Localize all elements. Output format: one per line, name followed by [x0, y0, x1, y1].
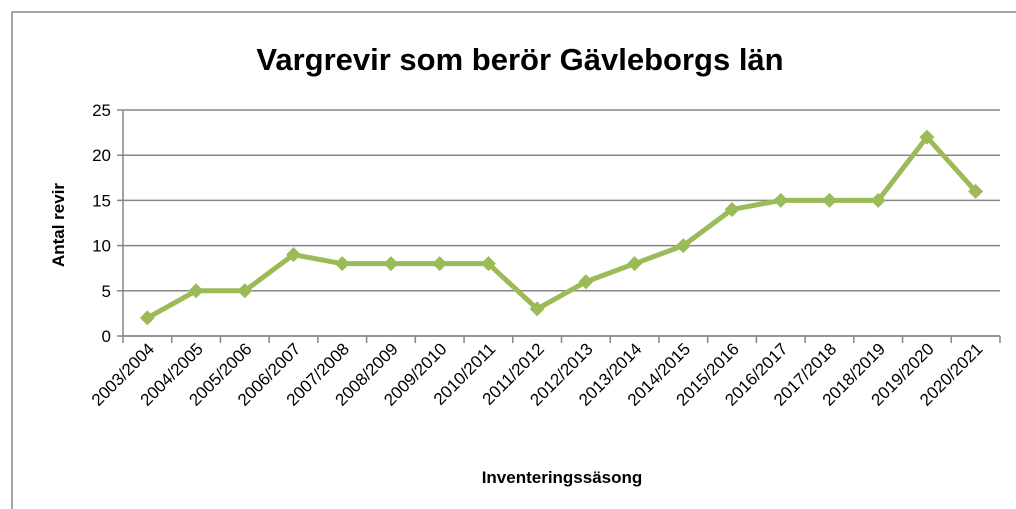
data-point	[627, 256, 643, 272]
x-axis-title: Inventeringssäsong	[482, 468, 643, 487]
chart-title: Vargrevir som berör Gävleborgs län	[256, 42, 783, 77]
y-tick-label: 0	[102, 327, 111, 346]
data-point	[578, 274, 594, 290]
y-tick-label: 25	[92, 101, 111, 120]
data-point	[286, 247, 302, 263]
y-tick-label: 15	[92, 191, 111, 210]
data-point	[968, 183, 984, 199]
y-tick-label: 20	[92, 146, 111, 165]
data-point	[383, 256, 399, 272]
y-tick-label: 10	[92, 237, 111, 256]
series-line	[146, 134, 978, 321]
y-tick-label: 5	[102, 282, 111, 301]
data-point	[139, 310, 155, 326]
data-point	[334, 256, 350, 272]
data-point	[529, 301, 545, 317]
data-point	[480, 256, 496, 272]
data-point	[870, 192, 886, 208]
data-point	[188, 283, 204, 299]
data-point	[724, 201, 740, 217]
data-point	[821, 192, 837, 208]
data-point	[773, 192, 789, 208]
chart-border	[11, 11, 1016, 509]
y-axis-title: Antal revir	[49, 183, 68, 267]
data-point	[675, 238, 691, 254]
data-point	[432, 256, 448, 272]
data-point	[919, 129, 935, 145]
data-point	[237, 283, 253, 299]
